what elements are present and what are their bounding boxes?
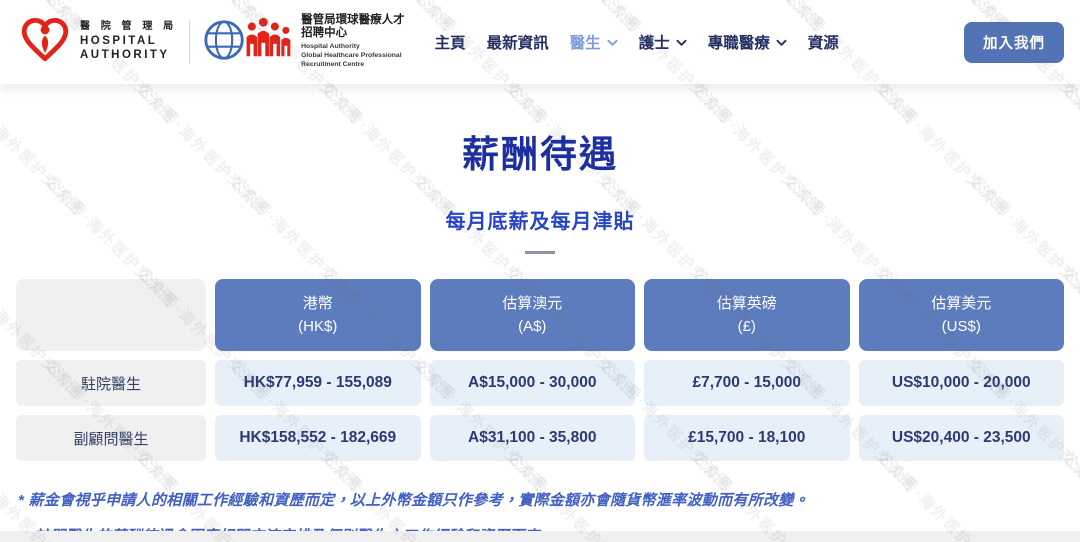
footnote-1: * 薪金會視乎申請人的相關工作經驗和資歷而定，以上外幣金額只作參考，實際金額亦會… bbox=[18, 492, 809, 509]
nav-item-doctors[interactable]: 醫生 bbox=[570, 31, 618, 53]
nav-item-resources[interactable]: 資源 bbox=[808, 31, 839, 53]
salary-value: £7,700 - 15,000 bbox=[644, 360, 850, 406]
nav-item-label: 資源 bbox=[807, 35, 839, 52]
hospital-authority-logo[interactable]: 醫 院 管 理 局 HOSPITAL AUTHORITY bbox=[18, 14, 177, 71]
ghp-logo-text: 醫管局環球醫療人才 招聘中心 Hospital Authority Global… bbox=[301, 14, 405, 70]
ghp-logo-chinese-line2: 招聘中心 bbox=[301, 27, 348, 40]
ha-logo-english-line1: HOSPITAL bbox=[80, 34, 158, 47]
nav-item-allied-health[interactable]: 專職醫療 bbox=[708, 31, 787, 53]
globe-people-icon bbox=[202, 14, 294, 71]
join-us-button[interactable]: 加入我們 bbox=[964, 21, 1064, 63]
column-header-currency: 估算澳元 bbox=[502, 294, 563, 312]
salary-value: £15,700 - 18,100 bbox=[644, 415, 850, 461]
site-header: 醫 院 管 理 局 HOSPITAL AUTHORITY bbox=[0, 0, 1080, 84]
page-title: 薪酬待遇 bbox=[462, 134, 618, 175]
column-header-symbol: (£) bbox=[737, 318, 756, 335]
nav-item-label: 最新資訊 bbox=[486, 35, 549, 52]
column-header-currency: 估算英磅 bbox=[716, 294, 777, 312]
column-header-symbol: (HK$) bbox=[298, 318, 338, 335]
nav-item-home[interactable]: 主頁 bbox=[435, 31, 466, 53]
recruitment-centre-logo[interactable]: 醫管局環球醫療人才 招聘中心 Hospital Authority Global… bbox=[202, 14, 405, 71]
salary-value: A$31,100 - 35,800 bbox=[429, 415, 635, 461]
ha-logo-text: 醫 院 管 理 局 HOSPITAL AUTHORITY bbox=[80, 21, 177, 62]
ghp-logo-english-line3: Recruitment Centre bbox=[301, 61, 365, 69]
salary-value: HK$77,959 - 155,089 bbox=[215, 360, 421, 406]
table-column-header: 估算英磅 (£) bbox=[644, 279, 850, 351]
nav-item-nurses[interactable]: 護士 bbox=[639, 31, 687, 53]
table-corner-cell bbox=[16, 279, 206, 351]
chevron-down-icon bbox=[776, 39, 787, 47]
row-label: 駐院醫生 bbox=[16, 360, 206, 406]
main-nav: 主頁 最新資訊 醫生 護士 專職醫療 資源 bbox=[429, 31, 946, 53]
ghp-logo-chinese-line1: 醫管局環球醫療人才 bbox=[301, 14, 405, 27]
bottom-band bbox=[0, 531, 1080, 542]
nav-item-news[interactable]: 最新資訊 bbox=[487, 31, 549, 53]
logo-group: 醫 院 管 理 局 HOSPITAL AUTHORITY bbox=[18, 14, 405, 71]
table-column-header: 港幣 (HK$) bbox=[215, 279, 421, 351]
column-header-currency: 港幣 bbox=[302, 294, 333, 312]
page-subtitle: 每月底薪及每月津貼 bbox=[445, 211, 635, 233]
ha-logo-english-line2: AUTHORITY bbox=[80, 49, 170, 62]
salary-value: HK$158,552 - 182,669 bbox=[215, 415, 421, 461]
logo-divider bbox=[189, 20, 191, 64]
nav-item-label: 護士 bbox=[638, 35, 670, 52]
ha-logo-chinese: 醫 院 管 理 局 bbox=[80, 21, 178, 33]
ghp-logo-english-line1: Hospital Authority bbox=[301, 43, 360, 51]
ha-heart-icon bbox=[18, 14, 72, 71]
title-divider bbox=[525, 251, 555, 254]
salary-value: US$10,000 - 20,000 bbox=[858, 360, 1064, 406]
salary-value: A$15,000 - 30,000 bbox=[429, 360, 635, 406]
nav-item-label: 醫生 bbox=[569, 35, 601, 52]
table-column-header: 估算澳元 (A$) bbox=[429, 279, 635, 351]
salary-table: 港幣 (HK$) 估算澳元 (A$) 估算英磅 (£) 估算美元 (US$) 駐院醫生 HK$77… bbox=[16, 279, 1064, 461]
table-column-header: 估算美元 (US$) bbox=[858, 279, 1064, 351]
nav-item-label: 專職醫療 bbox=[707, 35, 770, 52]
column-header-symbol: (A$) bbox=[518, 318, 547, 335]
chevron-down-icon bbox=[607, 39, 618, 47]
ghp-logo-english-line2: Global Healthcare Professional bbox=[301, 52, 402, 60]
column-header-currency: 估算美元 bbox=[931, 294, 992, 312]
salary-value: US$20,400 - 23,500 bbox=[858, 415, 1064, 461]
row-label: 副顧問醫生 bbox=[16, 415, 206, 461]
column-header-symbol: (US$) bbox=[941, 318, 981, 335]
chevron-down-icon bbox=[676, 39, 687, 47]
content: 薪酬待遇 每月底薪及每月津貼 港幣 (HK$) 估算澳元 (A$) 估算英磅 (£) 估算美… bbox=[0, 124, 1080, 542]
nav-item-label: 主頁 bbox=[434, 35, 466, 52]
